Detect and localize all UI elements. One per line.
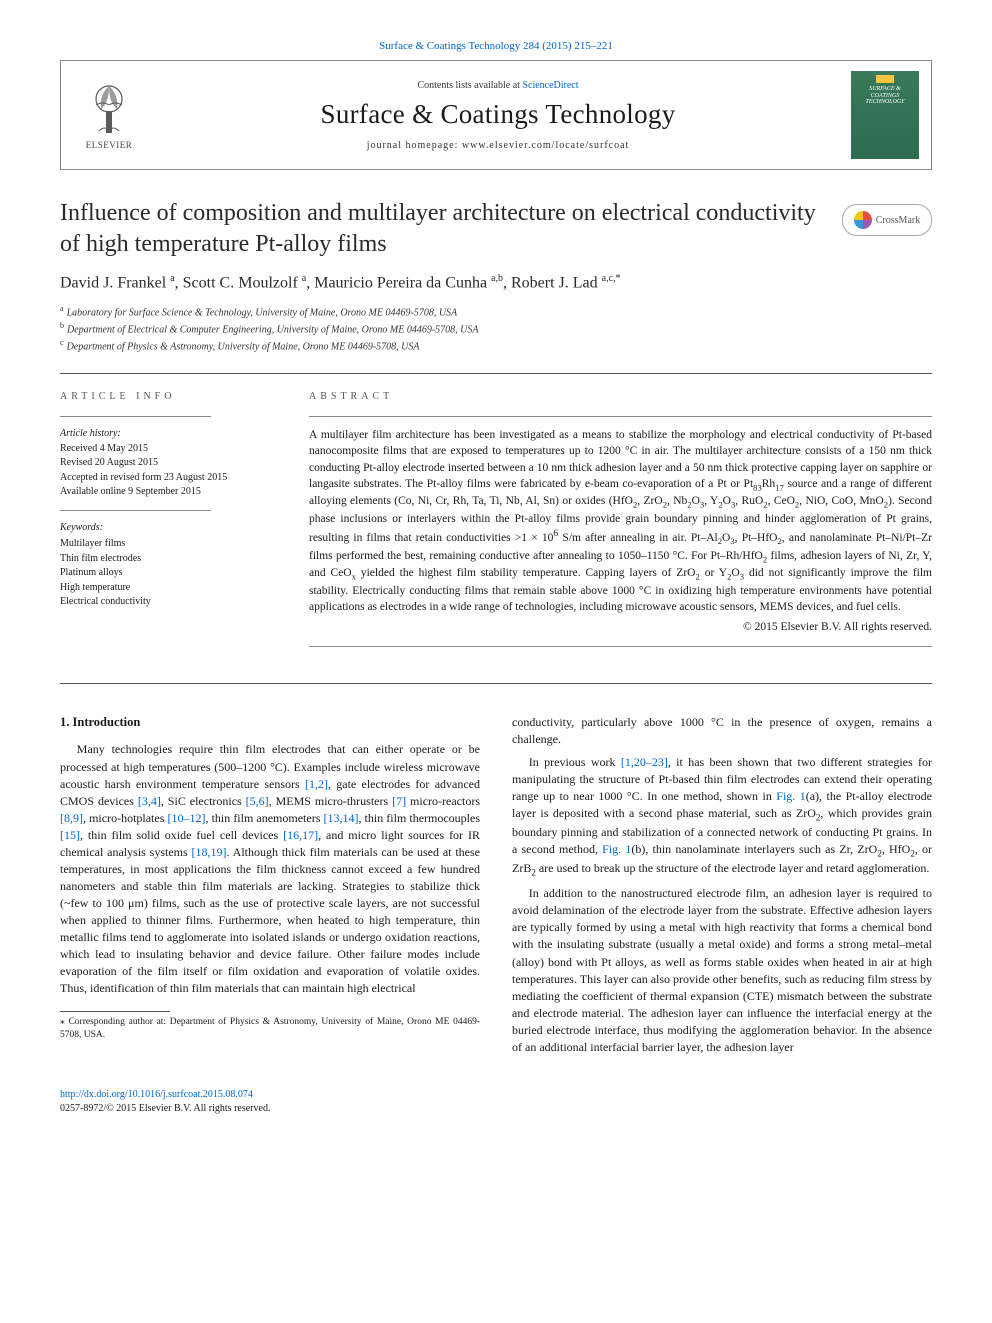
keyword: Multilayer films (60, 537, 275, 552)
abstract-copyright: © 2015 Elsevier B.V. All rights reserved… (309, 619, 932, 635)
history-online: Available online 9 September 2015 (60, 485, 275, 500)
corresponding-author-note: ⁎ Corresponding author at: Department of… (60, 1016, 480, 1042)
keyword: Electrical conductivity (60, 595, 275, 610)
affiliations: aLaboratory for Surface Science & Techno… (60, 303, 932, 355)
keywords-label: Keywords: (60, 521, 275, 536)
journal-cover-thumbnail: SURFACE & COATINGS TECHNOLOGY (851, 71, 919, 159)
history-revised: Revised 20 August 2015 (60, 456, 275, 471)
section-heading-introduction: 1. Introduction (60, 714, 480, 732)
page-footer: http://dx.doi.org/10.1016/j.surfcoat.201… (60, 1088, 932, 1116)
history-received: Received 4 May 2015 (60, 442, 275, 457)
top-citation[interactable]: Surface & Coatings Technology 284 (2015)… (60, 40, 932, 52)
history-accepted: Accepted in revised form 23 August 2015 (60, 471, 275, 486)
abstract-block: abstract A multilayer film architecture … (309, 390, 932, 647)
keyword: Platinum alloys (60, 566, 275, 581)
affiliation-b: bDepartment of Electrical & Computer Eng… (60, 320, 932, 337)
crossmark-icon (854, 211, 872, 229)
section-divider (60, 683, 932, 684)
keywords-list: Multilayer films Thin film electrodes Pl… (60, 537, 275, 610)
intro-paragraph-2: In previous work [1,20–23], it has been … (512, 754, 932, 880)
cover-text: SURFACE & COATINGS TECHNOLOGY (855, 86, 915, 106)
section-divider (60, 373, 932, 374)
footnote-rule (60, 1011, 170, 1012)
crossmark-label: CrossMark (876, 215, 920, 226)
elsevier-tree-icon (81, 81, 137, 137)
intro-paragraph-1: Many technologies require thin film elec… (60, 741, 480, 996)
publisher-logo: ELSEVIER (73, 74, 145, 156)
abstract-text: A multilayer film architecture has been … (309, 427, 932, 615)
body-text: 1. Introduction Many technologies requir… (60, 714, 932, 1056)
keyword: Thin film electrodes (60, 552, 275, 567)
issn-copyright: 0257-8972/© 2015 Elsevier B.V. All right… (60, 1103, 270, 1114)
history-label: Article history: (60, 427, 275, 442)
contents-prefix: Contents lists available at (417, 80, 522, 91)
info-divider (60, 416, 211, 417)
homepage-url[interactable]: www.elsevier.com/locate/surfcoat (462, 140, 629, 151)
affiliation-c: cDepartment of Physics & Astronomy, Univ… (60, 337, 932, 354)
doi-link[interactable]: http://dx.doi.org/10.1016/j.surfcoat.201… (60, 1089, 253, 1100)
info-divider (60, 510, 211, 511)
journal-masthead: ELSEVIER Contents lists available at Sci… (60, 60, 932, 170)
affiliation-a: aLaboratory for Surface Science & Techno… (60, 303, 932, 320)
intro-paragraph-3: In addition to the nanostructured electr… (512, 885, 932, 1055)
sciencedirect-link[interactable]: ScienceDirect (522, 80, 578, 91)
author-list: David J. Frankel a, Scott C. Moulzolf a,… (60, 273, 932, 292)
intro-paragraph-1-cont: conductivity, particularly above 1000 °C… (512, 714, 932, 748)
article-title: Influence of composition and multilayer … (60, 198, 932, 259)
crossmark-badge[interactable]: CrossMark (842, 204, 932, 236)
journal-homepage: journal homepage: www.elsevier.com/locat… (159, 140, 837, 151)
homepage-prefix: journal homepage: (367, 140, 462, 151)
publisher-name: ELSEVIER (86, 140, 133, 150)
journal-title: Surface & Coatings Technology (159, 99, 837, 130)
article-info-block: article info Article history: Received 4… (60, 390, 275, 647)
abstract-divider (309, 416, 932, 417)
abstract-heading: abstract (309, 390, 932, 404)
keyword: High temperature (60, 581, 275, 596)
article-info-heading: article info (60, 390, 275, 405)
abstract-divider-bottom (309, 646, 932, 647)
contents-available-line: Contents lists available at ScienceDirec… (159, 80, 837, 91)
